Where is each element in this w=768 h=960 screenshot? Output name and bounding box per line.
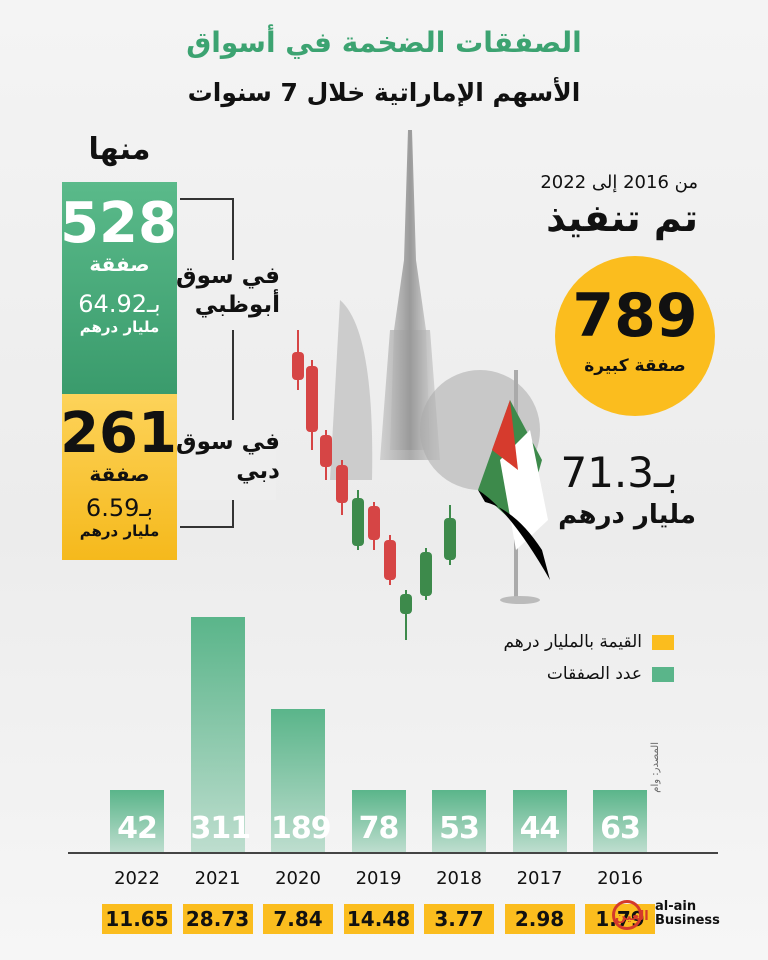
legend-count-label: عدد الصفقات [546,664,642,684]
value-label: 28.73 [182,904,253,934]
bracket-gap-2 [180,420,276,500]
bar-count-label: 63 [600,811,641,846]
value-label: 2.98 [504,904,575,934]
year-label: 2022 [114,868,160,889]
abu-dhabi-deals-unit: صفقة [89,252,150,276]
total-value: بـ71.3 [560,448,678,497]
abu-dhabi-market-label: في سوق أبوظبي [176,263,280,318]
bar-count-label: 78 [358,811,400,846]
candlestick-icon [292,330,456,640]
legend-value: القيمة بالمليار درهم [503,632,674,652]
dubai-deals-unit: صفقة [89,462,150,486]
skyline-illustration [292,130,550,640]
total-deals: 789 [572,281,698,351]
legend-swatch-count [652,666,674,682]
year-label: 2020 [275,868,321,889]
dubai-stat-box: 261 صفقة بـ6.59 مليار درهم [60,394,177,560]
breakdown-bracket [180,198,234,528]
uae-flag-icon [478,370,550,604]
year-label: 2017 [516,868,563,889]
headline: تم تنفيذ [546,196,698,240]
year-label: 2019 [355,868,402,889]
bracket-gap-1 [180,260,276,330]
chart-baseline [68,852,718,854]
value-label: 14.48 [343,904,414,934]
bar-2019: 78 [351,790,406,852]
abu-dhabi-deals: 528 [60,191,177,256]
source-note: المصدر: وام [650,742,661,793]
value-label: 3.77 [424,904,494,934]
value-label: 7.84 [263,904,333,934]
dubai-market-label: في سوق دبي [176,429,280,484]
chart-subtitle: الأسهم الإماراتية خلال 7 سنوات [187,78,581,107]
year-label: 2018 [436,868,482,889]
bar-2022: 42 [110,790,164,852]
logo-line1: al-ain [655,899,697,914]
bar-count-label: 42 [117,811,158,846]
chart-title: الصفقات الضخمة في أسواق [186,26,582,59]
bar-count-label: 53 [439,811,480,846]
total-deals-unit: صفقة كبيرة [584,356,686,376]
abu-dhabi-value: بـ64.92 [78,290,161,318]
total-deals-circle: 789 صفقة كبيرة [555,256,715,416]
al-ain-arabic-logo: العين [612,900,649,930]
bar-2017: 44 [512,790,567,852]
dubai-value: بـ6.59 [85,494,154,522]
legend-swatch-value [652,634,674,650]
abu-dhabi-value-unit: مليار درهم [79,318,160,336]
bar-2016: 63 [593,790,647,852]
bar-2018: 53 [432,790,486,852]
al-ain-logo: al-ain Business [655,899,720,929]
bar-count-label: 189 [271,810,332,846]
year-label: 2016 [597,868,643,889]
abu-dhabi-stat-box: 528 صفقة بـ64.92 مليار درهم [60,182,177,394]
bar-2020: 189 [271,709,332,852]
legend-value-label: القيمة بالمليار درهم [503,632,642,652]
dubai-value-unit: مليار درهم [79,522,160,540]
bar-count-label: 311 [190,811,252,846]
breakdown-label: منها [88,132,151,167]
bar-2021: 311 [190,617,252,852]
year-label: 2021 [194,868,241,889]
legend-count: عدد الصفقات [547,664,674,684]
total-value-unit: مليار درهم [558,500,696,530]
bar-count-label: 44 [519,811,561,846]
value-label: 11.65 [102,904,172,934]
dubai-deals: 261 [60,401,177,466]
period-label: من 2016 إلى 2022 [540,172,698,193]
logo-line2: Business [655,913,720,929]
